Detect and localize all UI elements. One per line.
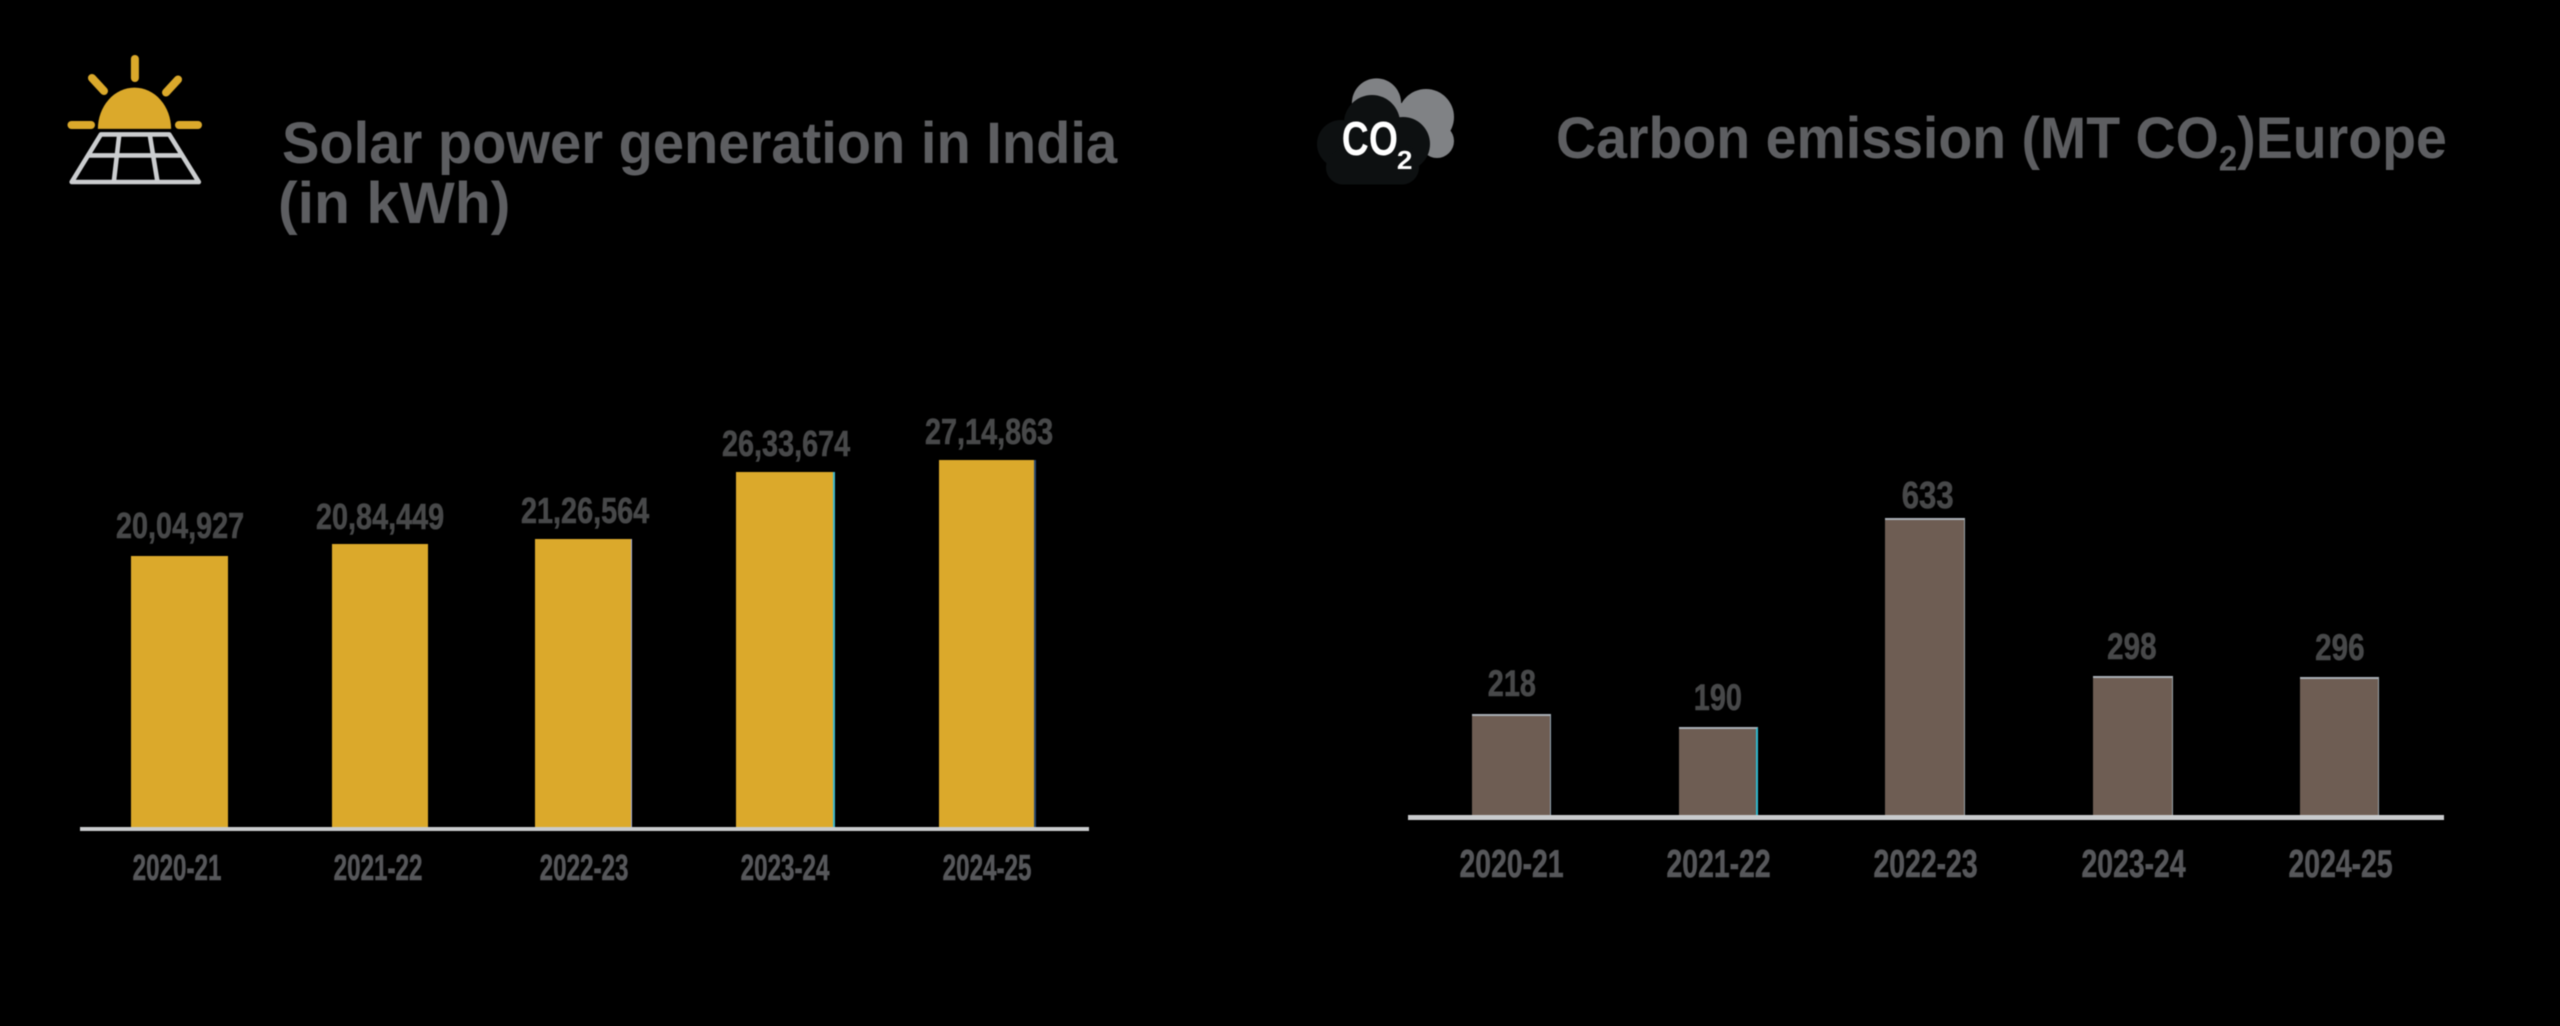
- svg-text:CO: CO: [1342, 112, 1398, 166]
- svg-text:2: 2: [1397, 146, 1413, 175]
